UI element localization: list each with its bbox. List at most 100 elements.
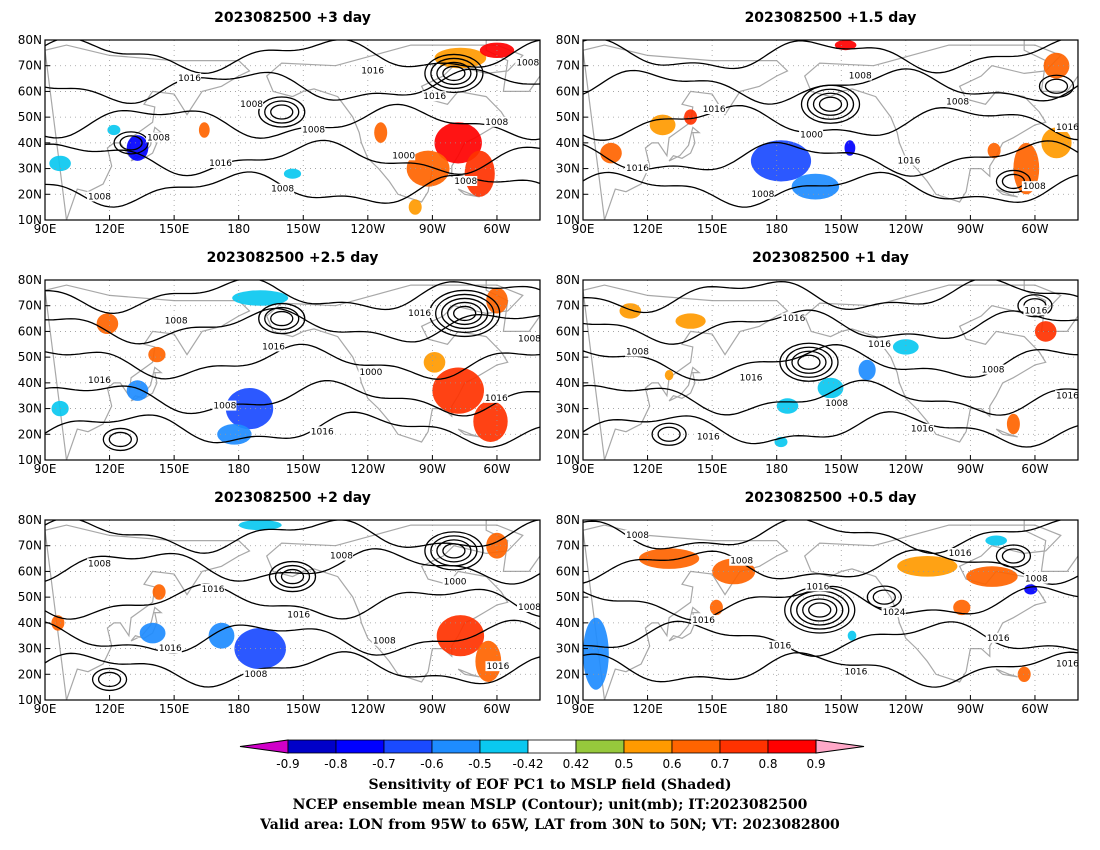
coastline (265, 524, 524, 683)
map-panel-1: 1008 1008 1016 1016 1008 1008 1008 1016 1000 1016… (18, 10, 541, 236)
contour-label: 1008 (373, 636, 396, 646)
colorbar-tick-label: -0.7 (372, 757, 395, 771)
sensitivity-shade (1006, 413, 1020, 435)
x-tick-label: 120W (350, 702, 385, 716)
map-frame (582, 279, 1079, 461)
sensitivity-shade (834, 40, 857, 51)
closed-isobar (119, 135, 143, 151)
contour-label: 1008 (518, 335, 541, 345)
closed-isobar (866, 585, 902, 609)
x-tick-label: 90E (34, 462, 57, 476)
y-tick-label: 20N (556, 427, 580, 441)
contour-label: 1016 (262, 342, 285, 352)
closed-isobar (790, 590, 850, 630)
sensitivity-shade (464, 150, 495, 197)
y-tick-label: 80N (556, 33, 580, 47)
contour-label: 1008 (454, 177, 477, 187)
contour-label: 1008 (849, 72, 872, 82)
closed-isobar (784, 586, 856, 634)
map-panel-6: 1008 1016 1008 1016 1016 1016 1024 1016 1016 1008… (556, 490, 1079, 716)
panel-title: 2023082500 +1.5 day (745, 10, 917, 26)
contour-label: 1016 (311, 427, 334, 437)
y-tick-label: 60N (556, 564, 580, 578)
coastline (583, 44, 789, 220)
colorbar-box (623, 739, 673, 754)
isobar-contour (45, 343, 540, 380)
contour-label: 1008 (213, 402, 236, 412)
sensitivity-shade (423, 352, 446, 373)
map-panel-4-field: 1008 1016 1016 1016 1008 1016 1016 1008 1016 1016 (583, 280, 1078, 460)
closed-isobar (800, 84, 861, 124)
y-tick-label: 50N (556, 590, 580, 604)
isobar-contour (583, 309, 1078, 345)
closed-isobar (97, 671, 122, 688)
sensitivity-shade (664, 370, 674, 381)
coastline (668, 606, 701, 642)
sensitivity-shade (684, 109, 698, 125)
contour-label: 1016 (209, 159, 232, 169)
closed-isobar (812, 92, 849, 116)
x-tick-label: 150E (159, 702, 190, 716)
isobar-contour (583, 549, 1078, 585)
map-panel-3-field: 1016 1008 1008 1016 1016 1000 1016 1016 1008 (45, 280, 541, 460)
closed-isobar (818, 96, 843, 112)
sensitivity-shade (1041, 127, 1072, 159)
y-tick-label: 80N (18, 513, 42, 527)
y-tick-label: 60N (556, 84, 580, 98)
contour-label: 1016 (178, 74, 201, 84)
y-tick-label: 70N (556, 59, 580, 73)
sensitivity-shade (709, 599, 723, 616)
y-tick-label: 50N (556, 350, 580, 364)
caption-shading: Sensitivity of EOF PC1 to MSLP field (Sh… (368, 777, 732, 793)
y-tick-label: 40N (556, 376, 580, 390)
isobar-contour (583, 379, 1078, 416)
map-frame (582, 39, 1079, 221)
x-tick-label: 60W (1021, 222, 1048, 236)
y-tick-label: 30N (556, 402, 580, 416)
x-tick-label: 90W (957, 222, 984, 236)
sensitivity-shade (126, 380, 149, 401)
y-tick-label: 70N (556, 299, 580, 313)
sensitivity-shade (225, 388, 274, 430)
contour-label: 1016 (287, 611, 310, 621)
sensitivity-shade (985, 535, 1007, 546)
x-tick-label: 120E (94, 702, 125, 716)
contour-label: 1016 (740, 373, 763, 383)
sensitivity-shade (1043, 52, 1070, 79)
x-tick-label: 150E (159, 222, 190, 236)
y-tick-label: 70N (18, 299, 42, 313)
sensitivity-shade (96, 313, 119, 335)
map-panel-1-field: 1008 1008 1016 1016 1008 1008 1008 1016 1000 1016… (45, 40, 540, 220)
sensitivity-shade (436, 615, 485, 657)
colorbar-extend-high (815, 739, 865, 754)
closed-isobar (1038, 74, 1075, 98)
sensitivity-shade (432, 367, 485, 414)
sensitivity-shade (639, 548, 700, 569)
closed-isobar (436, 539, 472, 563)
isobar-contour (45, 651, 540, 688)
colorbar-tick-label: -0.8 (324, 757, 347, 771)
sensitivity-shade (892, 339, 919, 355)
y-tick-label: 60N (556, 324, 580, 338)
x-tick-label: 90W (419, 702, 446, 716)
closed-isobar (1001, 548, 1026, 564)
closed-isobar (797, 354, 821, 370)
contour-label: 1000 (444, 577, 467, 587)
y-tick-label: 10N (18, 453, 42, 467)
sensitivity-shade (1034, 321, 1057, 342)
contour-label: 1008 (516, 59, 539, 69)
contour-label: 1016 (159, 644, 182, 654)
contour-label: 1008 (88, 192, 111, 202)
y-tick-label: 30N (18, 162, 42, 176)
x-tick-label: 90W (957, 462, 984, 476)
colorbar-extend-low (239, 739, 289, 754)
sensitivity-shade (49, 155, 71, 172)
sensitivity-shade (897, 556, 958, 577)
closed-isobar (785, 346, 833, 378)
x-tick-label: 90E (34, 702, 57, 716)
colorbar-tick-label: 0.42 (563, 757, 590, 771)
contour-label: 1008 (485, 118, 508, 128)
x-tick-label: 150W (286, 222, 321, 236)
y-tick-label: 80N (556, 273, 580, 287)
